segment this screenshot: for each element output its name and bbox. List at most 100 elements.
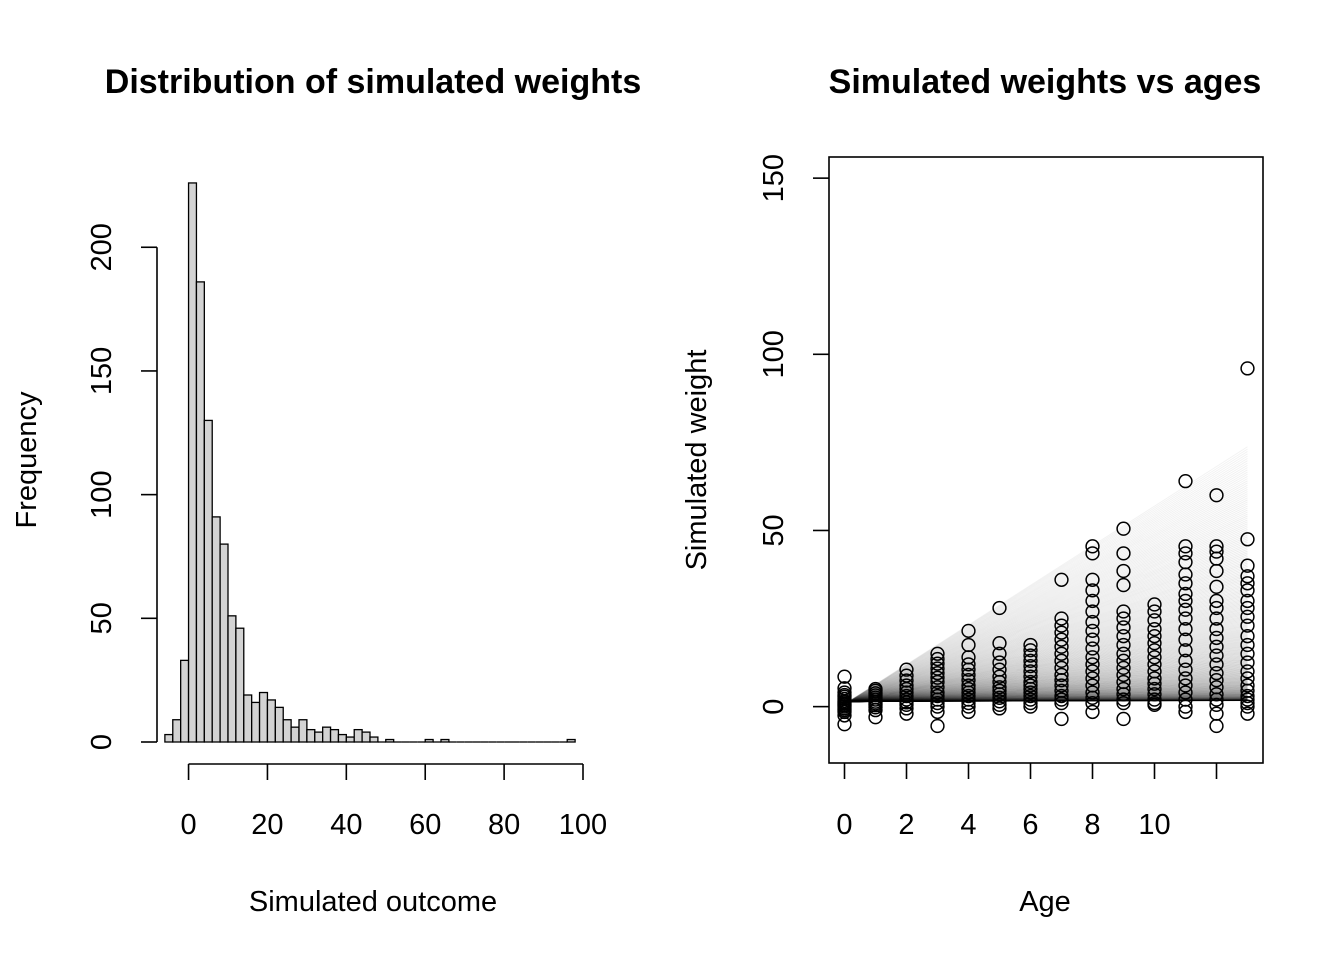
scatter-point [1240, 655, 1255, 670]
scatter-point [992, 694, 1007, 709]
scatter-point [1178, 662, 1193, 677]
scatter-point [1054, 625, 1069, 640]
histogram-bar [164, 733, 174, 743]
histogram-bar [172, 719, 182, 743]
scatter-point [1116, 577, 1131, 593]
scatter-point [1240, 692, 1255, 707]
scatter-point [1178, 611, 1193, 626]
scatter-point [1054, 678, 1069, 693]
scatter-point [1054, 632, 1069, 647]
trend-line [844, 651, 1248, 704]
trend-line [844, 653, 1248, 704]
scatter-point [1116, 546, 1131, 561]
scatter-point [961, 699, 976, 714]
scatter-point [1178, 586, 1193, 602]
scatter-point [899, 662, 914, 677]
histogram-x-tick-label: 40 [330, 809, 362, 841]
scatter-point [1178, 699, 1193, 714]
scatter-point [1178, 704, 1193, 720]
histogram-panel: Distribution of simulated weights Simula… [11, 63, 641, 918]
scatter-point [992, 683, 1007, 698]
scatter-point [961, 685, 976, 700]
scatter-point [992, 669, 1007, 684]
scatter-point [1116, 637, 1131, 653]
scatter-point [1147, 636, 1162, 651]
scatter-point [1209, 600, 1224, 616]
scatter-point [1116, 695, 1131, 711]
histogram-bar [187, 182, 198, 743]
scatter-point [899, 706, 914, 721]
scatter-point [1240, 576, 1255, 591]
trend-line [844, 493, 1248, 705]
scatter-point [1054, 572, 1069, 587]
histogram-x-axis-label: Simulated outcome [249, 886, 497, 918]
scatter-point [1085, 695, 1100, 711]
scatter-point [1147, 613, 1162, 628]
scatter-panel: Simulated weights vs ages Age Simulated … [681, 63, 1264, 918]
scatter-point [930, 695, 945, 711]
scatter-point [1085, 671, 1100, 686]
scatter-point [1054, 711, 1069, 727]
scatter-point [1209, 657, 1224, 672]
scatter-point [1023, 637, 1038, 653]
scatter-point [1023, 681, 1038, 697]
histogram-bar [329, 728, 340, 743]
histogram-y-axis-label: Frequency [11, 391, 43, 529]
scatter-x-tick-label: 10 [1138, 809, 1170, 841]
scatter-point [1085, 650, 1100, 665]
trend-line [844, 451, 1248, 705]
scatter-point [992, 701, 1007, 716]
scatter-point [899, 678, 914, 693]
scatter-point [992, 646, 1007, 661]
scatter-point [1209, 706, 1224, 721]
scatter-point [1147, 697, 1162, 713]
trend-line [844, 457, 1248, 705]
scatter-point [992, 680, 1007, 695]
scatter-point [930, 699, 945, 714]
scatter-point [930, 688, 945, 704]
scatter-point [1147, 692, 1162, 707]
scatter-point [961, 657, 976, 672]
scatter-x-tick-label: 0 [836, 809, 852, 841]
scatter-point [1209, 579, 1224, 594]
scatter-point [1209, 544, 1224, 559]
scatter-point [1023, 699, 1038, 714]
scatter-point [1240, 558, 1255, 573]
scatter-point [1023, 674, 1038, 690]
scatter-point [868, 710, 883, 725]
scatter-point [1178, 593, 1193, 609]
scatter-point [1147, 643, 1162, 658]
scatter-point [1209, 718, 1224, 734]
scatter-point [1116, 521, 1131, 536]
trend-line [844, 532, 1248, 705]
scatter-y-tick-label: 100 [758, 330, 790, 378]
scatter-point [1240, 664, 1255, 679]
scatter-point [1147, 676, 1162, 691]
scatter-point [899, 673, 914, 688]
scatter-point [1240, 699, 1255, 714]
scatter-point [1147, 597, 1162, 612]
histogram-bar [258, 691, 269, 743]
scatter-point [1178, 653, 1193, 668]
scatter-point [1116, 687, 1131, 702]
scatter-point [1240, 695, 1255, 711]
scatter-point [1054, 611, 1069, 626]
scatter-point [1147, 687, 1162, 702]
scatter-point [1209, 563, 1224, 579]
scatter-y-axis-label: Simulated weight [681, 350, 713, 571]
histogram-bar [385, 738, 395, 743]
scatter-point [1147, 621, 1162, 637]
scatter-point [930, 674, 945, 690]
trend-line [844, 629, 1248, 704]
scatter-point [1209, 697, 1224, 713]
scatter-y-tick-label: 0 [758, 699, 790, 715]
scatter-point [1209, 593, 1224, 609]
scatter-point [1240, 593, 1255, 609]
scatter-point [1116, 563, 1131, 579]
scatter-point [837, 708, 852, 723]
histogram-x-tick-label: 20 [251, 809, 283, 841]
scatter-point [1085, 685, 1100, 700]
histogram-bar [322, 726, 332, 743]
scatter-point [1116, 667, 1131, 683]
histogram-bar [337, 733, 347, 743]
